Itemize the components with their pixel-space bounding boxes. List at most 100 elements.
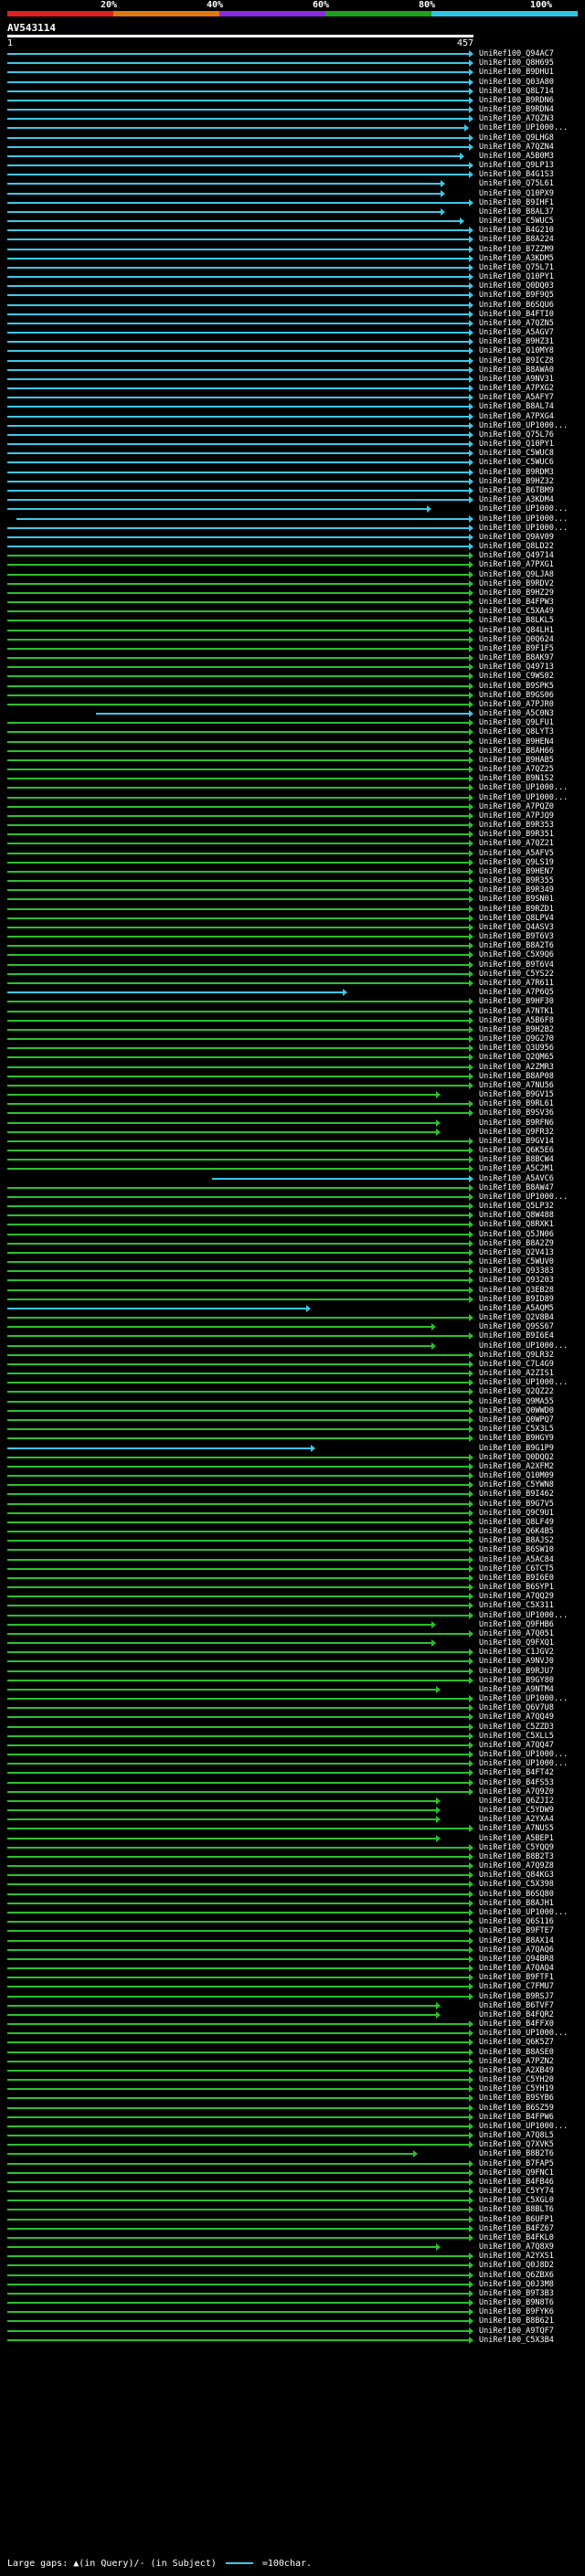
hit-label-link[interactable]: UniRef100_A2ZIS1 (479, 1369, 554, 1379)
hit-label-link[interactable]: UniRef100_Q7XVK5 (479, 2140, 554, 2150)
hit-label-link[interactable]: UniRef100_C5YWN8 (479, 1480, 554, 1490)
hit-label-link[interactable]: UniRef100_Q9LFU1 (479, 718, 554, 728)
hit-label-link[interactable]: UniRef100_A9NTM4 (479, 1684, 554, 1694)
hit-label-link[interactable]: UniRef100_B9G7V5 (479, 1499, 554, 1509)
hit-label-link[interactable]: UniRef100_A7PJQ9 (479, 811, 554, 821)
hit-label-link[interactable]: UniRef100_Q3EB28 (479, 1285, 554, 1295)
hit-label-link[interactable]: UniRef100_Q8W488 (479, 1211, 554, 1221)
hit-label-link[interactable]: UniRef100_B8BCW4 (479, 1155, 554, 1165)
hit-label-link[interactable]: UniRef100_B8AK97 (479, 653, 554, 663)
hit-label-link[interactable]: UniRef100_B8AL37 (479, 207, 554, 217)
hit-label-link[interactable]: UniRef100_B9HEN7 (479, 866, 554, 876)
hit-label-link[interactable]: UniRef100_UP1000... (479, 1694, 569, 1704)
hit-label-link[interactable]: UniRef100_A5C0N3 (479, 709, 554, 719)
hit-label-link[interactable]: UniRef100_B8AX14 (479, 1935, 554, 1945)
hit-label-link[interactable]: UniRef100_B9GV15 (479, 1090, 554, 1100)
hit-label-link[interactable]: UniRef100_Q4ASV3 (479, 922, 554, 932)
hit-label-link[interactable]: UniRef100_B9RJU7 (479, 1666, 554, 1676)
hit-label-link[interactable]: UniRef100_B8A2Z9 (479, 1238, 554, 1248)
hit-label-link[interactable]: UniRef100_Q75L61 (479, 179, 554, 189)
hit-label-link[interactable]: UniRef100_Q9LP13 (479, 161, 554, 171)
hit-label-link[interactable]: UniRef100_Q8L714 (479, 86, 554, 96)
hit-label-link[interactable]: UniRef100_B8AJH1 (479, 1898, 554, 1908)
hit-label-link[interactable]: UniRef100_A2ZMR3 (479, 1062, 554, 1072)
hit-label-link[interactable]: UniRef100_A5B6F8 (479, 1015, 554, 1025)
hit-label-link[interactable]: UniRef100_Q9FHB6 (479, 1619, 554, 1629)
hit-label-link[interactable]: UniRef100_Q84KG3 (479, 1871, 554, 1881)
hit-label-link[interactable]: UniRef100_B9R353 (479, 821, 554, 831)
hit-label-link[interactable]: UniRef100_C5XLL5 (479, 1731, 554, 1741)
hit-label-link[interactable]: UniRef100_A7QAQ4 (479, 1964, 554, 1974)
hit-label-link[interactable]: UniRef100_Q9FR32 (479, 1127, 554, 1137)
hit-label-link[interactable]: UniRef100_A7QZ21 (479, 839, 554, 849)
hit-label-link[interactable]: UniRef100_B9RDV2 (479, 578, 554, 588)
hit-label-link[interactable]: UniRef100_UP1000... (479, 783, 569, 793)
hit-label-link[interactable]: UniRef100_B9RL61 (479, 1099, 554, 1109)
hit-label-link[interactable]: UniRef100_B9SV36 (479, 1108, 554, 1118)
hit-label-link[interactable]: UniRef100_B9ID89 (479, 1294, 554, 1304)
hit-label-link[interactable]: UniRef100_C5WUC8 (479, 449, 554, 459)
hit-label-link[interactable]: UniRef100_B8AW47 (479, 1182, 554, 1193)
hit-label-link[interactable]: UniRef100_A7Q8L5 (479, 2131, 554, 2141)
hit-label-link[interactable]: UniRef100_Q8RXK1 (479, 1220, 554, 1230)
hit-label-link[interactable]: UniRef100_Q10PY1 (479, 272, 554, 282)
hit-label-link[interactable]: UniRef100_A5AVC6 (479, 1173, 554, 1183)
hit-label-link[interactable]: UniRef100_C5ZZD3 (479, 1722, 554, 1732)
hit-label-link[interactable]: UniRef100_C5WUV0 (479, 1257, 554, 1267)
hit-label-link[interactable]: UniRef100_C5YQQ9 (479, 1842, 554, 1852)
hit-label-link[interactable]: UniRef100_Q10MY8 (479, 346, 554, 356)
hit-label-link[interactable]: UniRef100_B8B2T6 (479, 2149, 554, 2159)
hit-label-link[interactable]: UniRef100_Q6V7U8 (479, 1703, 554, 1713)
hit-label-link[interactable]: UniRef100_C1JGV2 (479, 1648, 554, 1658)
hit-label-link[interactable]: UniRef100_Q49714 (479, 551, 554, 561)
hit-label-link[interactable]: UniRef100_B9IHF1 (479, 197, 554, 207)
hit-label-link[interactable]: UniRef100_A3KDM5 (479, 253, 554, 263)
hit-label-link[interactable]: UniRef100_A7NU56 (479, 1080, 554, 1090)
hit-label-link[interactable]: UniRef100_B9RFN6 (479, 1118, 554, 1128)
hit-label-link[interactable]: UniRef100_Q84LH1 (479, 625, 554, 635)
hit-label-link[interactable]: UniRef100_Q0DQ03 (479, 281, 554, 292)
hit-label-link[interactable]: UniRef100_B9HZ31 (479, 337, 554, 347)
hit-label-link[interactable]: UniRef100_UP1000... (479, 2121, 569, 2131)
hit-label-link[interactable]: UniRef100_B8BLT6 (479, 2205, 554, 2215)
hit-label-link[interactable]: UniRef100_B4G210 (479, 226, 554, 236)
hit-label-link[interactable]: UniRef100_B6SYP1 (479, 1583, 554, 1593)
hit-label-link[interactable]: UniRef100_Q5LP32 (479, 1202, 554, 1212)
hit-label-link[interactable]: UniRef100_Q9LS19 (479, 857, 554, 867)
hit-label-link[interactable]: UniRef100_A7QQ47 (479, 1740, 554, 1750)
hit-label-link[interactable]: UniRef100_Q75L71 (479, 262, 554, 272)
hit-label-link[interactable]: UniRef100_Q9FXQ1 (479, 1638, 554, 1648)
hit-label-link[interactable]: UniRef100_B4FQR2 (479, 2009, 554, 2019)
hit-label-link[interactable]: UniRef100_B8AL74 (479, 402, 554, 412)
hit-label-link[interactable]: UniRef100_C5YH19 (479, 2084, 554, 2094)
hit-label-link[interactable]: UniRef100_Q9MA55 (479, 1396, 554, 1406)
hit-label-link[interactable]: UniRef100_A7NTK1 (479, 1006, 554, 1016)
hit-label-link[interactable]: UniRef100_B8LKL5 (479, 616, 554, 626)
hit-label-link[interactable]: UniRef100_B9GS06 (479, 690, 554, 700)
hit-label-link[interactable]: UniRef100_Q6ZJI2 (479, 1796, 554, 1806)
hit-label-link[interactable]: UniRef100_B9RSJ7 (479, 1991, 554, 2001)
hit-label-link[interactable]: UniRef100_Q8H695 (479, 58, 554, 69)
hit-label-link[interactable]: UniRef100_B9I6E0 (479, 1573, 554, 1583)
hit-label-link[interactable]: UniRef100_B9RDN6 (479, 95, 554, 105)
hit-label-link[interactable]: UniRef100_B9DHU1 (479, 68, 554, 78)
hit-label-link[interactable]: UniRef100_C7L4G9 (479, 1359, 554, 1369)
hit-label-link[interactable]: UniRef100_Q03A80 (479, 77, 554, 87)
hit-label-link[interactable]: UniRef100_B7ZZM9 (479, 244, 554, 254)
hit-label-link[interactable]: UniRef100_B9H2B2 (479, 1024, 554, 1034)
hit-label-link[interactable]: UniRef100_Q8LPV4 (479, 913, 554, 923)
hit-label-link[interactable]: UniRef100_A7Q8X9 (479, 2242, 554, 2253)
hit-label-link[interactable]: UniRef100_B8B621 (479, 2316, 554, 2327)
hit-label-link[interactable]: UniRef100_UP1000... (479, 504, 569, 514)
hit-label-link[interactable]: UniRef100_A7QZN4 (479, 142, 554, 152)
hit-label-link[interactable]: UniRef100_B4FPW3 (479, 598, 554, 608)
hit-label-link[interactable]: UniRef100_A7QQ49 (479, 1712, 554, 1723)
hit-label-link[interactable]: UniRef100_UP1000... (479, 123, 569, 133)
hit-label-link[interactable]: UniRef100_Q9AV09 (479, 532, 554, 542)
hit-label-link[interactable]: UniRef100_A5BEP1 (479, 1833, 554, 1843)
hit-label-link[interactable]: UniRef100_B4FTI0 (479, 309, 554, 319)
hit-label-link[interactable]: UniRef100_A7QZN3 (479, 114, 554, 124)
hit-label-link[interactable]: UniRef100_B9FTE7 (479, 1926, 554, 1936)
hit-label-link[interactable]: UniRef100_Q0DQQ2 (479, 1452, 554, 1462)
hit-label-link[interactable]: UniRef100_C5XA49 (479, 607, 554, 617)
